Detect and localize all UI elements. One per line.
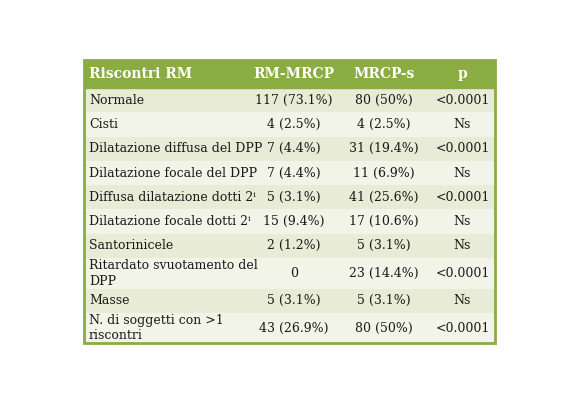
Bar [84,313,496,343]
Text: 4 (2.5%): 4 (2.5%) [267,118,320,131]
Text: 11 (6.9%): 11 (6.9%) [354,167,415,179]
Text: 4 (2.5%): 4 (2.5%) [358,118,411,131]
Bar [84,161,496,185]
Text: 41 (25.6%): 41 (25.6%) [350,191,419,204]
Text: 15 (9.4%): 15 (9.4%) [263,215,324,228]
Text: MRCP-s: MRCP-s [354,67,415,81]
Text: 7 (4.4%): 7 (4.4%) [267,142,320,155]
Text: Normale: Normale [89,94,144,107]
Text: Dilatazione focale dotti 2ⁱ: Dilatazione focale dotti 2ⁱ [89,215,251,228]
Text: 5 (3.1%): 5 (3.1%) [267,294,320,307]
Bar [84,289,496,313]
Text: Ns: Ns [454,239,471,252]
Text: Ns: Ns [454,215,471,228]
Text: 80 (50%): 80 (50%) [355,322,413,335]
Text: p: p [458,67,467,81]
Text: 5 (3.1%): 5 (3.1%) [267,191,320,204]
Text: 31 (19.4%): 31 (19.4%) [349,142,419,155]
Text: 80 (50%): 80 (50%) [355,94,413,107]
Text: 117 (73.1%): 117 (73.1%) [255,94,332,107]
Text: Masse: Masse [89,294,129,307]
Text: <0.0001: <0.0001 [435,267,490,280]
Text: Ns: Ns [454,294,471,307]
Text: Santorinicele: Santorinicele [89,239,173,252]
Text: Ns: Ns [454,167,471,179]
Text: 2 (1.2%): 2 (1.2%) [267,239,320,252]
Text: RM-MRCP: RM-MRCP [253,67,334,81]
Bar [84,60,496,88]
Text: Cisti: Cisti [89,118,118,131]
Bar [84,137,496,161]
Text: Dilatazione focale del DPP: Dilatazione focale del DPP [89,167,257,179]
Bar [84,209,496,234]
Text: Ritardato svuotamento del
DPP: Ritardato svuotamento del DPP [89,259,258,287]
Text: <0.0001: <0.0001 [435,94,490,107]
Text: 23 (14.4%): 23 (14.4%) [349,267,419,280]
Text: 43 (26.9%): 43 (26.9%) [259,322,328,335]
Text: Diffusa dilatazione dotti 2ⁱ: Diffusa dilatazione dotti 2ⁱ [89,191,256,204]
Text: N. di soggetti con >1
riscontri: N. di soggetti con >1 riscontri [89,314,224,342]
Text: 17 (10.6%): 17 (10.6%) [349,215,419,228]
Bar [84,185,496,209]
Bar [84,112,496,137]
Text: <0.0001: <0.0001 [435,322,490,335]
Text: 0: 0 [290,267,298,280]
Bar [84,88,496,112]
Text: <0.0001: <0.0001 [435,142,490,155]
Text: Ns: Ns [454,118,471,131]
Text: <0.0001: <0.0001 [435,191,490,204]
Bar [84,258,496,289]
Bar [84,234,496,258]
Text: Riscontri RM: Riscontri RM [89,67,192,81]
Text: 5 (3.1%): 5 (3.1%) [358,239,411,252]
Text: 7 (4.4%): 7 (4.4%) [267,167,320,179]
Text: 5 (3.1%): 5 (3.1%) [358,294,411,307]
Text: Dilatazione diffusa del DPP: Dilatazione diffusa del DPP [89,142,262,155]
